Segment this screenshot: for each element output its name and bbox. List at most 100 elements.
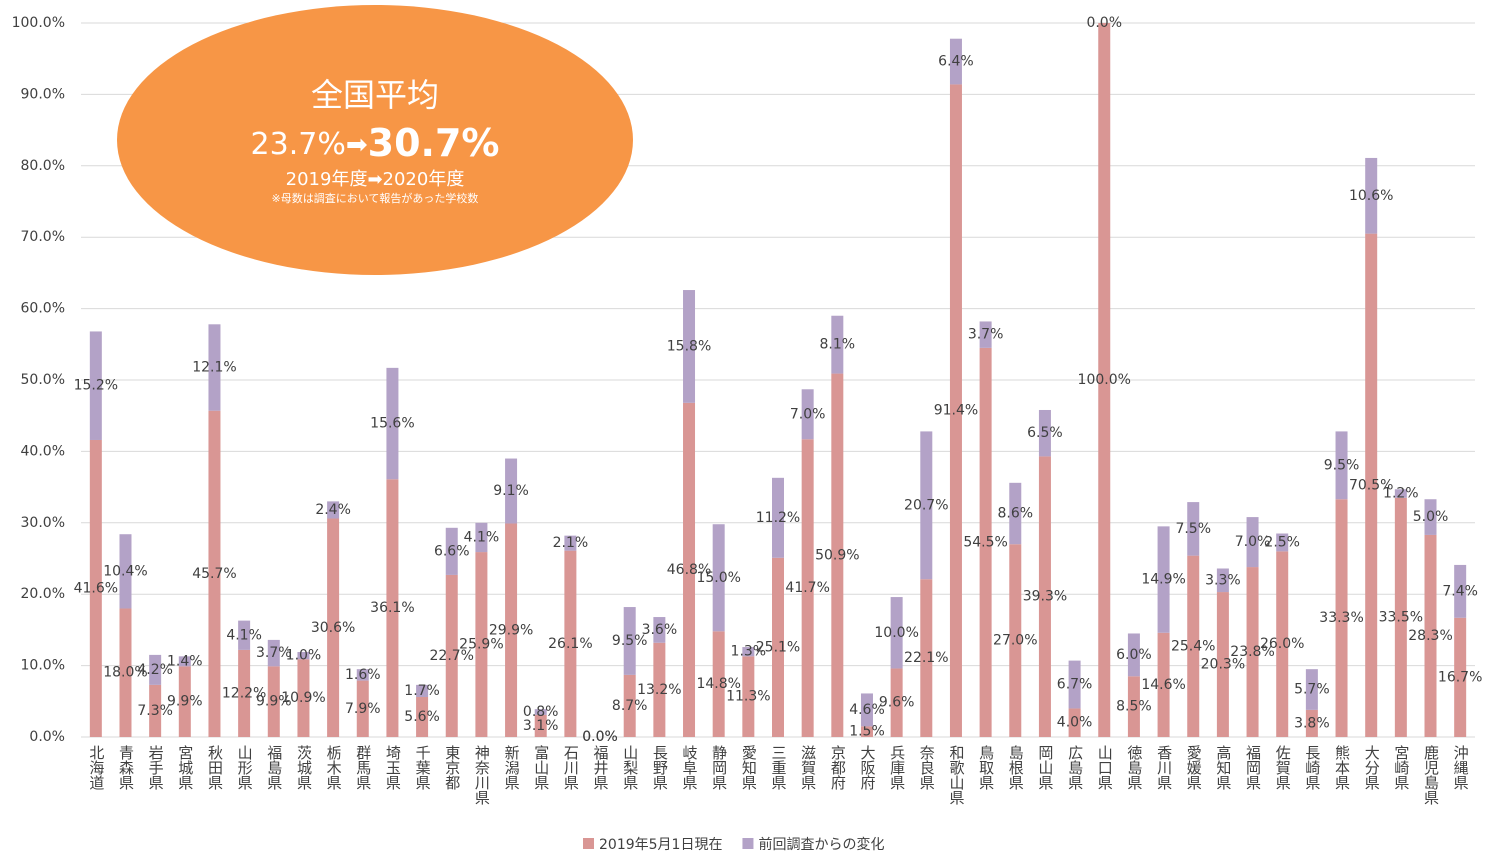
data-label: 0.0%	[1086, 15, 1122, 31]
bar-segment	[119, 608, 132, 737]
x-tick-label: 富山県	[532, 744, 550, 790]
data-label: 9.5%	[612, 633, 648, 649]
data-label: 16.7%	[1438, 669, 1482, 685]
annotation-arrow: ➡	[346, 130, 368, 160]
data-label: 15.0%	[696, 570, 740, 586]
data-label: 8.5%	[1116, 699, 1152, 715]
data-label: 8.1%	[820, 337, 856, 353]
x-tick-label: 茨城県	[295, 745, 313, 790]
y-tick-label: 0.0%	[29, 729, 65, 745]
bar-segment	[742, 647, 755, 657]
bar-segment	[297, 659, 310, 737]
bar-segment	[772, 557, 784, 737]
x-tick-label: 三重県	[770, 745, 788, 790]
data-label: 1.4%	[167, 653, 203, 669]
bar-segment	[979, 321, 992, 348]
bar-segment	[505, 458, 518, 524]
bar-segment	[1216, 592, 1229, 737]
bar-segment	[327, 518, 340, 737]
x-tick-label: 京都府	[829, 745, 847, 791]
data-label: 39.3%	[1023, 589, 1067, 605]
data-label: 7.9%	[345, 701, 381, 717]
bar-segment	[1305, 709, 1318, 737]
data-label: 9.9%	[167, 694, 203, 710]
x-tick-label: 北海道	[87, 745, 105, 790]
data-label: 14.9%	[1141, 572, 1185, 588]
data-label: 9.9%	[256, 694, 292, 710]
bar-segment	[416, 697, 429, 737]
bar-segment	[1038, 409, 1051, 457]
bar-segment	[831, 315, 844, 374]
annotation-bubble	[117, 5, 633, 275]
data-label: 33.5%	[1379, 609, 1423, 625]
bar-segment	[1157, 632, 1170, 737]
legend-swatch	[583, 838, 594, 849]
bar-segment	[208, 410, 221, 737]
bar-segment	[297, 652, 310, 660]
annotation-values: 23.7%➡30.7%	[251, 121, 500, 165]
bar-segment	[1216, 568, 1229, 593]
bar-segment	[979, 347, 992, 737]
bar-segment	[1187, 502, 1200, 556]
x-tick-label: 静岡県	[710, 745, 728, 790]
x-tick-label: 埼玉県	[384, 745, 402, 790]
data-label: 100.0%	[1078, 372, 1131, 388]
bar-segment	[1276, 551, 1289, 737]
bar-segment	[208, 324, 221, 411]
y-tick-label: 60.0%	[21, 301, 65, 317]
x-tick-label: 滋賀県	[799, 745, 817, 790]
x-tick-label: 宮城県	[176, 745, 194, 790]
bar-segment	[1127, 676, 1140, 737]
y-tick-label: 30.0%	[21, 515, 65, 531]
data-label: 11.2%	[756, 510, 800, 526]
y-tick-label: 70.0%	[21, 229, 65, 245]
data-label: 7.0%	[790, 406, 826, 422]
annotation-to: 30.7%	[368, 121, 500, 165]
annotation-from: 23.7%	[251, 127, 346, 162]
bar-segment	[1365, 233, 1378, 737]
bar-segment	[119, 534, 132, 609]
bar-segment	[149, 654, 162, 685]
data-label: 45.7%	[192, 566, 236, 582]
x-tick-label: 青森県	[117, 745, 135, 790]
annotation-years: 2019年度➡2020年度	[286, 169, 465, 190]
data-label: 5.0%	[1413, 509, 1449, 525]
data-label: 7.4%	[1442, 583, 1478, 599]
x-tick-label: 広島県	[1066, 745, 1084, 790]
data-label: 10.9%	[281, 690, 325, 706]
data-label: 3.8%	[1294, 715, 1330, 731]
bar-segment	[1454, 564, 1467, 618]
bar-segment	[267, 639, 280, 667]
bar-segment	[1098, 23, 1111, 737]
annotation-note: ※母数は調査において報告があった学校数	[272, 191, 479, 205]
bar-segment	[445, 574, 458, 737]
bar-segment	[860, 726, 873, 737]
y-tick-label: 10.0%	[21, 658, 65, 674]
data-label: 33.3%	[1319, 610, 1363, 626]
x-tick-label: 山口県	[1096, 745, 1114, 790]
bar-segment	[801, 389, 814, 440]
x-tick-label: 熊本県	[1333, 745, 1351, 790]
bar-segment	[890, 668, 903, 737]
bar-segment	[475, 522, 488, 553]
bar-segment	[683, 402, 696, 737]
data-label: 91.4%	[934, 403, 978, 419]
data-label: 8.7%	[612, 698, 648, 714]
data-label: 6.5%	[1027, 425, 1063, 441]
data-label: 7.0%	[1235, 534, 1271, 550]
x-tick-label: 千葉県	[414, 745, 432, 790]
x-tick-label: 愛媛県	[1185, 745, 1203, 790]
y-tick-label: 40.0%	[21, 443, 65, 459]
data-label: 4.6%	[849, 702, 885, 718]
bar-segment	[356, 680, 369, 737]
x-tick-label: 愛知県	[740, 745, 758, 790]
bar-segment	[623, 674, 636, 737]
bar-segment	[1365, 157, 1378, 234]
data-label: 1.2%	[1383, 486, 1419, 502]
x-tick-label: 兵庫県	[888, 745, 906, 790]
bar-segment	[1424, 534, 1437, 737]
data-label: 54.5%	[963, 534, 1007, 550]
bar-segment	[1009, 482, 1022, 545]
data-label: 22.7%	[430, 648, 474, 664]
bar-segment	[860, 693, 873, 727]
